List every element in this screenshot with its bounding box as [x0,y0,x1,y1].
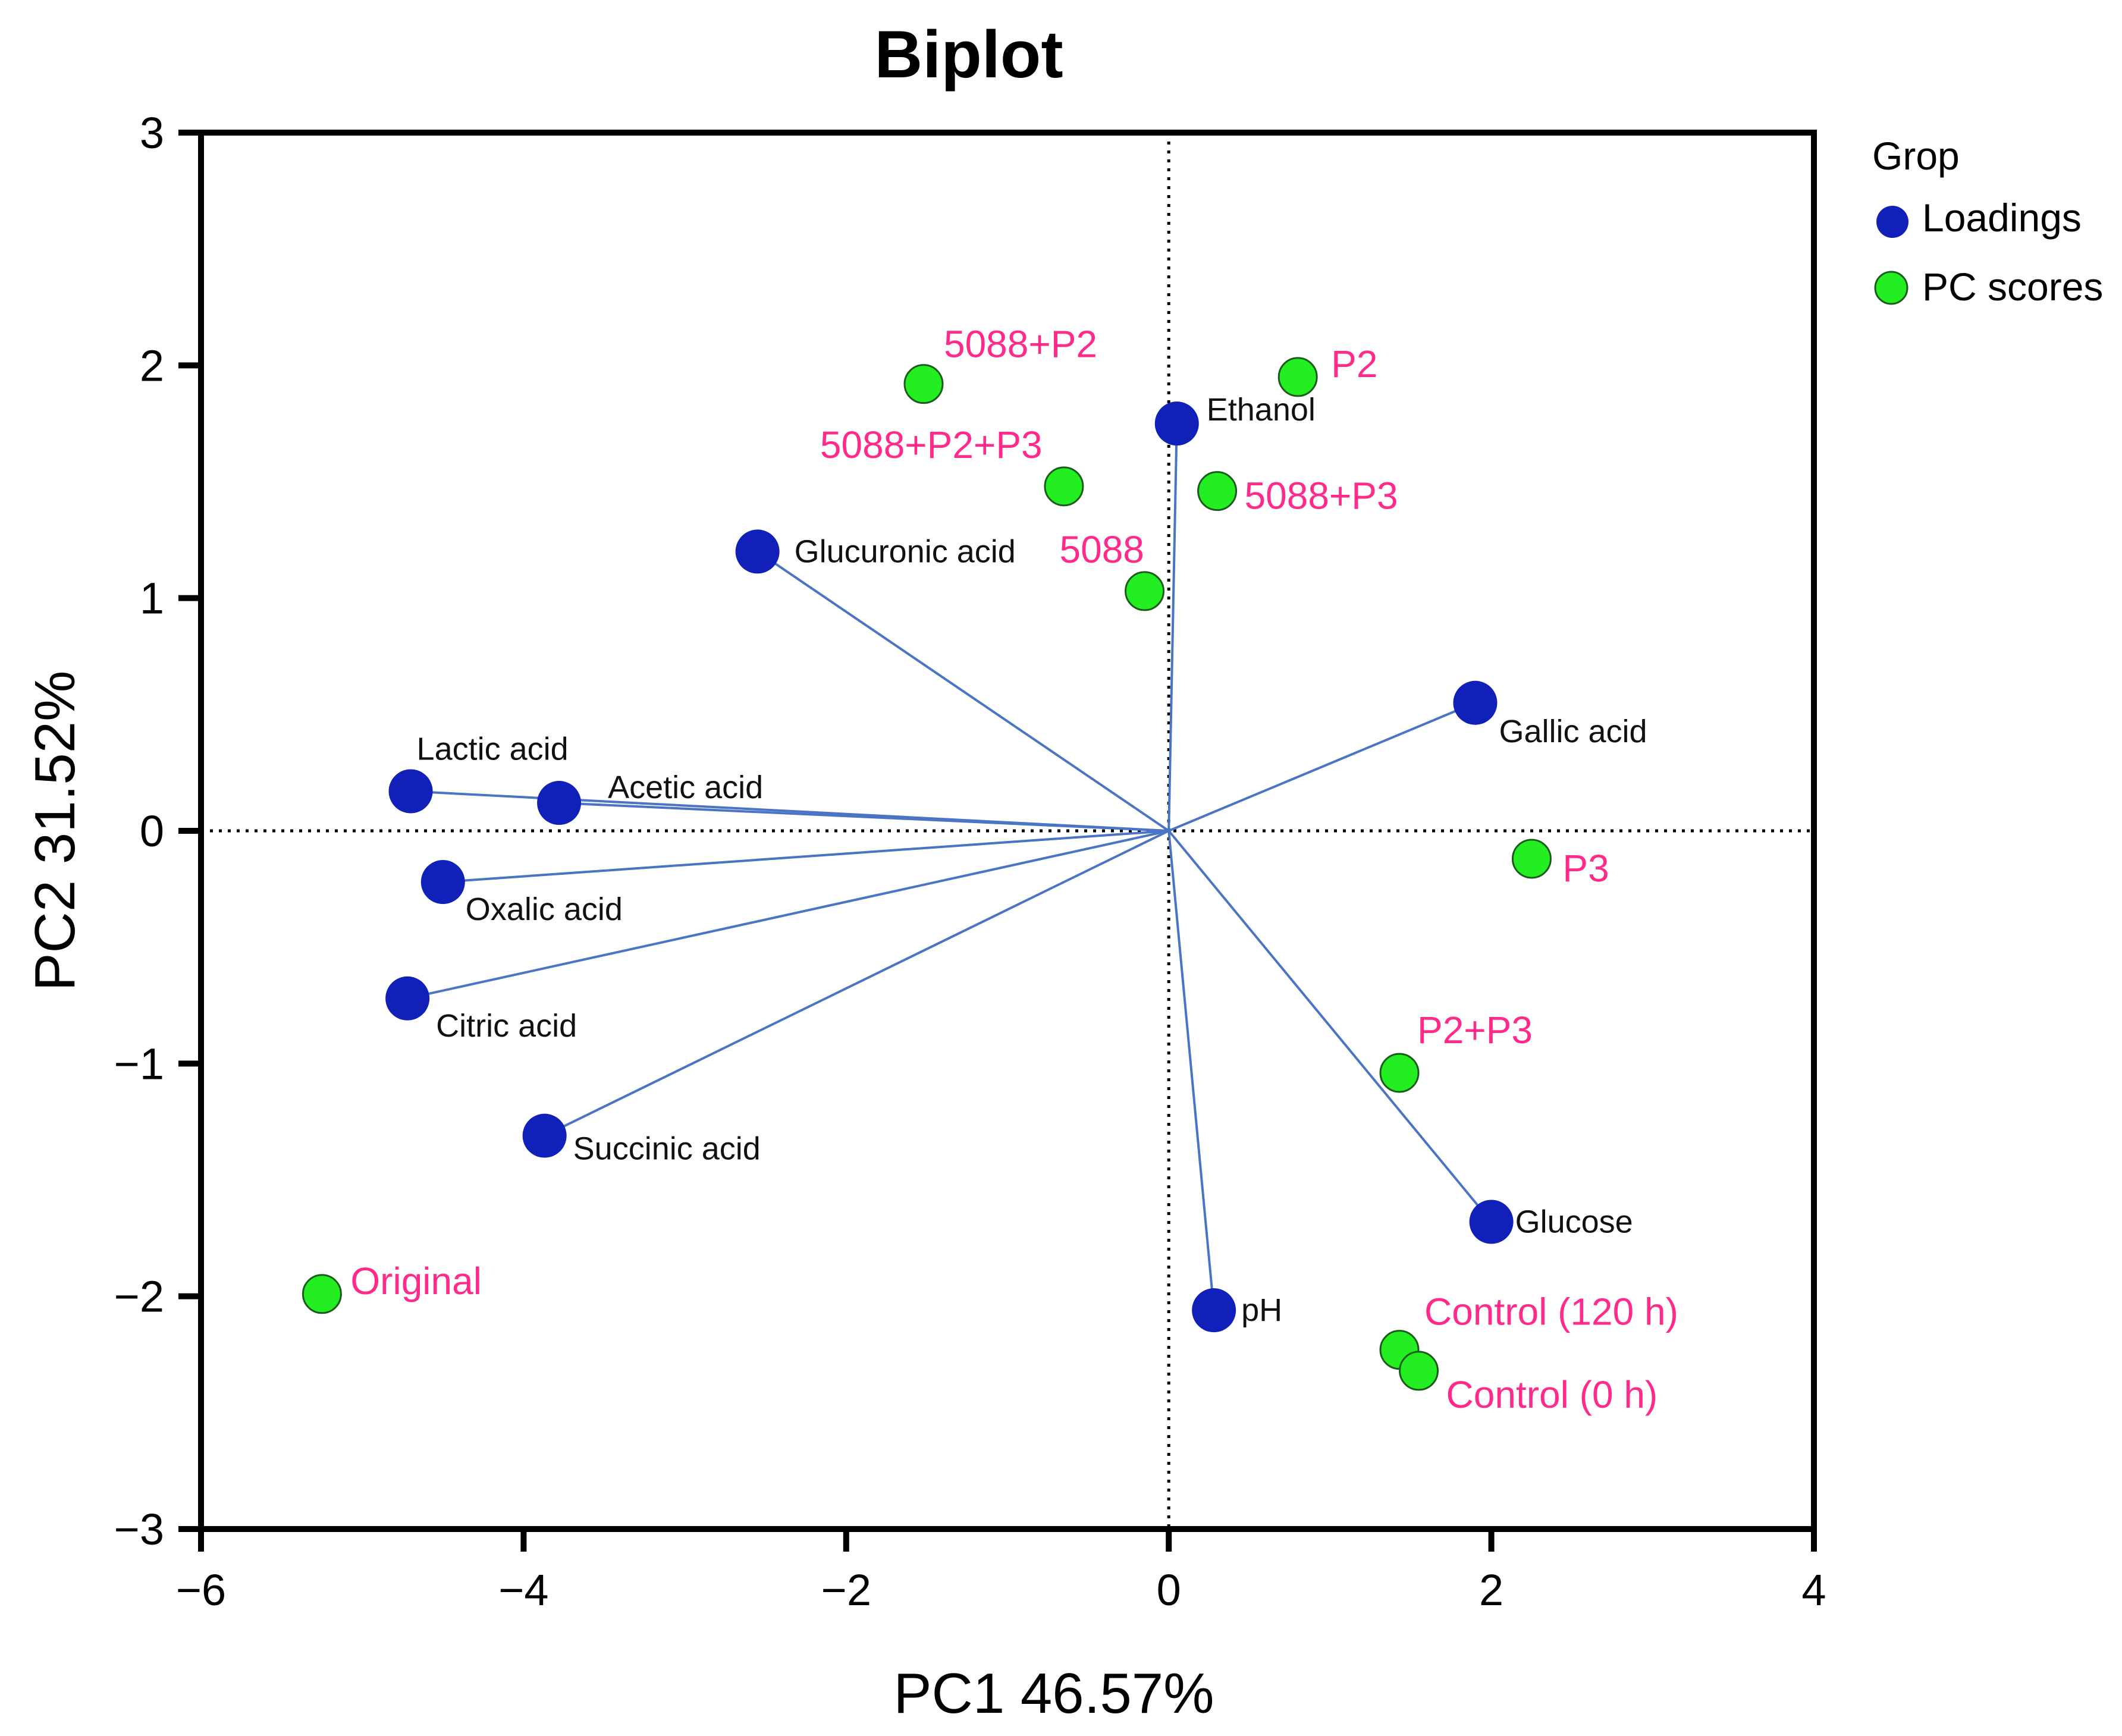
loading-label: Gallic acid [1499,714,1647,749]
legend: Grop Loadings PC scores [1872,134,2103,309]
loading-vector [442,830,1169,884]
loading-label: pH [1241,1292,1282,1328]
legend-entry-loadings: Loadings [1922,196,2082,240]
x-tick-label: 0 [1157,1565,1181,1615]
loading-label: Succinic acid [573,1131,761,1167]
loading-label: Ethanol [1207,392,1316,428]
score-label: 5088 [1060,528,1144,571]
score-label: P3 [1562,847,1609,890]
y-tick-label: 2 [140,341,164,390]
x-tick-label: −4 [498,1565,548,1615]
loading-vectors [407,423,1493,1311]
score-point [302,1274,342,1314]
loading-label: Acetic acid [608,770,763,805]
loading-vector [1167,423,1178,831]
score-point [1044,466,1084,507]
y-tick-label: 1 [140,574,164,623]
y-axis-label: PC2 31.52% [23,670,87,991]
loading-label: Citric acid [436,1008,577,1044]
x-axis-label: PC1 46.57% [893,1662,1214,1725]
legend-marker-loadings [1876,206,1908,238]
score-point [1511,839,1552,879]
loading-point [1154,401,1199,446]
loading-vector [407,830,1169,1000]
score-label: P2+P3 [1417,1009,1533,1051]
score-label: Control (0 h) [1446,1373,1658,1416]
score-point [903,364,944,404]
score-label: Original [350,1260,482,1302]
loading-vector [1167,830,1493,1223]
y-tick-label: 0 [140,806,164,856]
loading-vector [1167,830,1216,1311]
loading-point [1469,1200,1514,1244]
legend-entry-pc-scores: PC scores [1922,265,2103,309]
data-points [302,357,1552,1391]
score-point [1379,1053,1420,1093]
x-axis-ticks: −6 −4 −2 0 2 4 [176,1529,1826,1615]
score-label: 5088+P2 [944,323,1097,366]
score-label: P2 [1331,343,1377,385]
loading-point [420,860,465,905]
loading-point [1192,1288,1236,1333]
loading-vector [756,550,1170,832]
loading-point [1453,680,1498,725]
x-tick-label: −2 [821,1565,871,1615]
chart-title: Biplot [874,17,1063,92]
x-tick-label: −6 [176,1565,226,1615]
loading-vector [1168,701,1476,832]
y-tick-label: 3 [140,108,164,158]
legend-title: Grop [1872,134,1960,178]
loading-point [537,781,582,825]
score-label: Control (120 h) [1424,1291,1678,1333]
y-tick-label: −1 [114,1039,164,1088]
score-point [1197,471,1238,511]
x-tick-label: 2 [1479,1565,1503,1615]
loading-label: Lactic acid [417,731,569,767]
loading-label: Oxalic acid [466,891,623,927]
loading-vector [544,830,1170,1137]
loading-vector [558,802,1169,832]
score-point [1125,571,1165,611]
loading-point [522,1113,567,1158]
legend-marker-pc-scores [1874,271,1908,305]
score-point [1277,357,1318,397]
y-tick-label: −2 [114,1272,164,1321]
y-tick-label: −3 [114,1505,164,1554]
score-point [1399,1351,1439,1391]
loading-point [385,976,430,1021]
loading-label: Glucuronic acid [795,533,1016,569]
point-labels: Ethanol Glucuronic acid Gallic acid Lactic … [350,323,1678,1416]
loading-label: Glucose [1515,1204,1633,1239]
score-label: 5088+P3 [1245,475,1398,517]
loading-point [735,529,780,574]
score-label: 5088+P2+P3 [820,423,1043,466]
x-tick-label: 4 [1801,1565,1826,1615]
loading-point [388,769,433,814]
y-axis-ticks: −3 −2 −1 0 1 2 3 [114,108,201,1554]
